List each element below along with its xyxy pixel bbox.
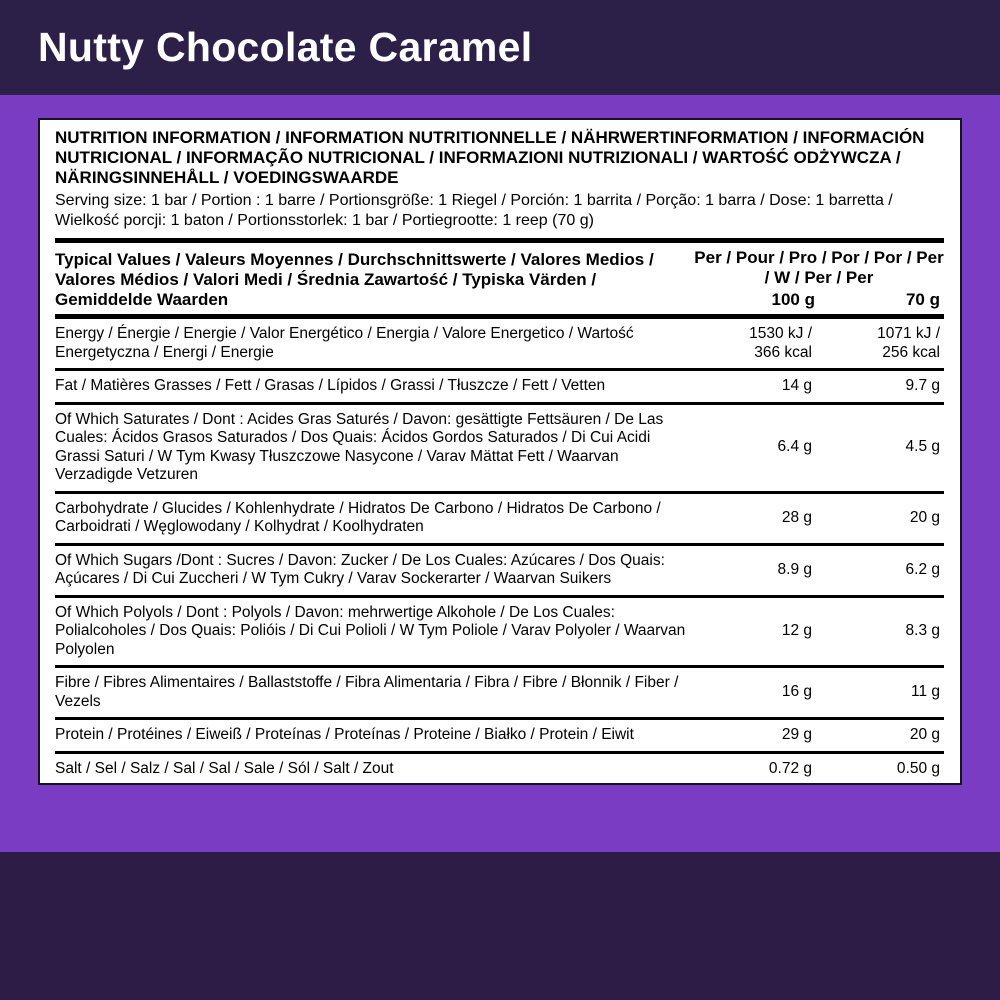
table-row: Fibre / Fibres Alimentaires / Ballaststo… (55, 665, 944, 717)
column-units-row: 100 g 70 g (694, 290, 944, 310)
table-row: Carbohydrate / Glucides / Kohlenhydrate … (55, 490, 944, 543)
divider-thick-bottom (55, 314, 944, 319)
nutrient-label: Salt / Sel / Salz / Sal / Sal / Sale / S… (55, 759, 394, 777)
value-per-100g: 0.72 g (768, 759, 812, 777)
value-per-100g: 6.4 g (777, 438, 812, 456)
per-label: Per / Pour / Pro / Por / Por / Per / W /… (694, 248, 944, 287)
table-row: Protein / Protéines / Eiweiß / Proteínas… (55, 717, 944, 751)
nutrient-label: Of Which Saturates / Dont : Acides Gras … (55, 410, 664, 484)
nutrient-label: Fat / Matières Grasses / Fett / Grasas /… (55, 377, 606, 394)
value-per-70g: 1071 kJ / 256 kcal (877, 325, 940, 361)
nutrient-label: Carbohydrate / Glucides / Kohlenhydrate … (55, 499, 661, 536)
value-per-70g: 9.7 g (905, 377, 940, 394)
value-per-70g: 20 g (909, 726, 940, 743)
table-header: Typical Values / Valeurs Moyennes / Durc… (55, 243, 944, 314)
value-per-70g: 6.2 g (905, 560, 940, 578)
value-per-100g: 16 g (781, 683, 812, 701)
per-columns-header: Per / Pour / Pro / Por / Por / Per / W /… (694, 248, 944, 310)
value-per-100g: 29 g (781, 726, 812, 743)
column-header-70g: 70 g (905, 290, 940, 309)
nutrient-label: Of Which Sugars /Dont : Sucres / Davon: … (55, 551, 665, 588)
table-row: Fat / Matières Grasses / Fett / Grasas /… (55, 368, 944, 402)
value-per-70g: 11 g (910, 683, 940, 701)
title-band: Nutty Chocolate Caramel (0, 0, 1000, 95)
typical-values-header: Typical Values / Valeurs Moyennes / Durc… (55, 250, 654, 309)
nutrition-table-rows: Energy / Énergie / Energie / Valor Energ… (55, 319, 944, 784)
value-per-70g: 4.5 g (905, 438, 940, 456)
table-row: Salt / Sel / Salz / Sal / Sal / Sale / S… (55, 750, 944, 785)
value-per-100g: 28 g (781, 508, 812, 526)
table-row: Of Which Polyols / Dont : Polyols / Davo… (55, 594, 944, 666)
table-row: Of Which Saturates / Dont : Acides Gras … (55, 401, 944, 491)
value-per-70g: 20 g (909, 508, 940, 526)
value-per-100g: 14 g (781, 377, 812, 394)
value-per-100g: 12 g (781, 622, 812, 639)
bottom-band (0, 852, 1000, 1000)
nutrition-information-heading: NUTRITION INFORMATION / INFORMATION NUTR… (55, 128, 925, 187)
nutrient-label: Of Which Polyols / Dont : Polyols / Davo… (55, 603, 686, 658)
nutrition-panel: NUTRITION INFORMATION / INFORMATION NUTR… (38, 118, 962, 785)
value-per-70g: 8.3 g (905, 622, 940, 639)
value-per-100g: 8.9 g (777, 560, 812, 578)
divider-thick-top (55, 238, 944, 243)
product-title: Nutty Chocolate Caramel (38, 24, 533, 70)
table-row: Energy / Énergie / Energie / Valor Energ… (55, 319, 944, 368)
serving-size-text: Serving size: 1 bar / Portion : 1 barre … (55, 192, 893, 229)
table-row: Of Which Sugars /Dont : Sucres / Davon: … (55, 542, 944, 595)
value-per-70g: 0.50 g (896, 759, 940, 777)
nutrient-label: Fibre / Fibres Alimentaires / Ballaststo… (55, 674, 679, 710)
nutrient-label: Protein / Protéines / Eiweiß / Proteínas… (55, 726, 634, 743)
column-header-100g: 100 g (771, 290, 815, 309)
value-per-100g: 1530 kJ / 366 kcal (749, 325, 812, 361)
nutrient-label: Energy / Énergie / Energie / Valor Energ… (55, 325, 634, 361)
